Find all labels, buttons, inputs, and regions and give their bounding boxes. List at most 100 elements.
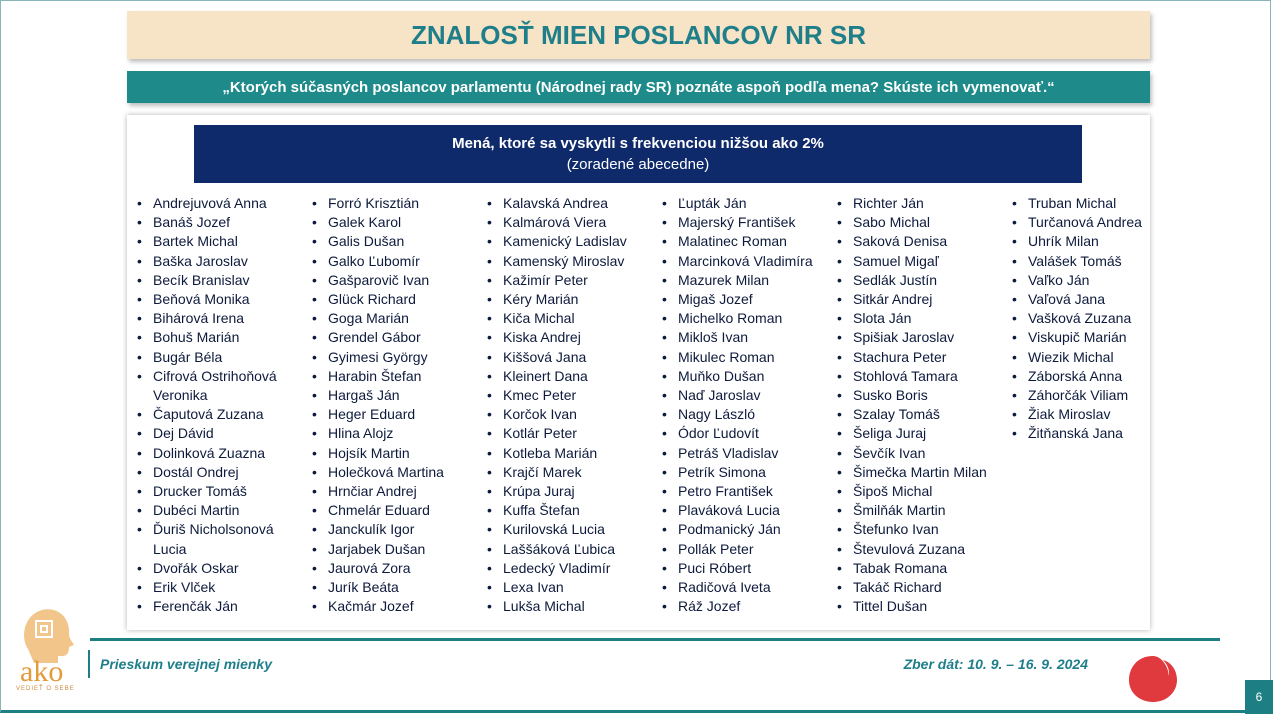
name-list-item: Vaľová Jana (1010, 290, 1150, 309)
name-list-item: Hrnčiar Andrej (310, 482, 470, 501)
name-list-item: Jaurová Zora (310, 559, 470, 578)
name-list-item: Pollák Peter (660, 540, 830, 559)
name-list-item: Chmelár Eduard (310, 501, 470, 520)
name-list-item: Szalay Tomáš (835, 405, 1005, 424)
name-list-item: Žiak Miroslav (1010, 405, 1150, 424)
name-list-item: Dolinková Zuazna (135, 444, 295, 463)
name-list-item: Čaputová Zuzana (135, 405, 295, 424)
name-list-item: Samuel Migaľ (835, 252, 1005, 271)
name-list-item: Tabak Romana (835, 559, 1005, 578)
name-list-item: Ďuriš Nicholsonová Lucia (135, 520, 295, 558)
name-list-item: Drucker Tomáš (135, 482, 295, 501)
name-list-item: Uhrík Milan (1010, 232, 1150, 251)
name-list-item: Lukša Michal (485, 597, 645, 616)
name-list-item: Števulová Zuzana (835, 540, 1005, 559)
name-list-item: Erik Vlček (135, 578, 295, 597)
names-header-title: Mená, ktoré sa vyskytli s frekvenciou ni… (452, 135, 824, 152)
names-column-4: Ľupták JánMajerský FrantišekMalatinec Ro… (660, 194, 830, 617)
name-list-item: Heger Eduard (310, 405, 470, 424)
footer-survey-label: Prieskum verejnej mienky (100, 656, 272, 672)
name-list-item: Ódor Ľudovít (660, 424, 830, 443)
name-list-item: Bartek Michal (135, 232, 295, 251)
page-number: 6 (1245, 680, 1273, 714)
name-list-item: Kiska Andrej (485, 328, 645, 347)
name-list-item: Slota Ján (835, 309, 1005, 328)
name-list-item: Susko Boris (835, 386, 1005, 405)
names-header-subtitle: (zoradené abecedne) (566, 156, 710, 173)
names-column-3: Kalavská AndreaKalmárová VieraKamenický … (485, 194, 645, 617)
name-list-item: Kamenický Ladislav (485, 232, 645, 251)
name-list-item: Mikulec Roman (660, 348, 830, 367)
name-list-item: Kačmár Jozef (310, 597, 470, 616)
name-list-item: Spišiak Jaroslav (835, 328, 1005, 347)
name-list-item: Hlina Alojz (310, 424, 470, 443)
name-list-item: Wiezik Michal (1010, 348, 1150, 367)
name-list-item: Becík Branislav (135, 271, 295, 290)
name-list-item: Kiča Michal (485, 309, 645, 328)
name-list-item: Kažimír Peter (485, 271, 645, 290)
names-header: Mená, ktoré sa vyskytli s frekvenciou ni… (194, 125, 1082, 183)
names-column-2: Forró KrisztiánGalek KarolGalis DušanGal… (310, 194, 470, 617)
name-list-item: Sedlák Justín (835, 271, 1005, 290)
name-list-item: Kurilovská Lucia (485, 520, 645, 539)
name-list-item: Forró Krisztián (310, 194, 470, 213)
slide-title-text: ZNALOSŤ MIEN POSLANCOV NR SR (410, 19, 866, 50)
name-list-item: Vašková Zuzana (1010, 309, 1150, 328)
name-list-item: Mazurek Milan (660, 271, 830, 290)
name-list-item: Bihárová Irena (135, 309, 295, 328)
name-list-item: Kamenský Miroslav (485, 252, 645, 271)
name-list-item: Kotleba Marián (485, 444, 645, 463)
name-list-item: Petrík Simona (660, 463, 830, 482)
name-list-item: Galko Ľubomír (310, 252, 470, 271)
name-list-item: Bohuš Marián (135, 328, 295, 347)
name-list-item: Galek Karol (310, 213, 470, 232)
name-list-item: Štefunko Ivan (835, 520, 1005, 539)
names-column-5: Richter JánSabo MichalSaková DenisaSamue… (835, 194, 1005, 617)
name-list-item: Cifrová Ostrihoňová Veronika (135, 367, 295, 405)
question-text: „Ktorých súčasných poslancov parlamentu … (222, 78, 1055, 96)
name-list-item: Krúpa Juraj (485, 482, 645, 501)
name-list-item: Krajčí Marek (485, 463, 645, 482)
name-list-item: Radičová Iveta (660, 578, 830, 597)
footer-left-accent (88, 650, 90, 678)
name-list-item: Grendel Gábor (310, 328, 470, 347)
name-list-item: Stachura Peter (835, 348, 1005, 367)
name-list-item: Šimečka Martin Milan (835, 463, 1005, 482)
name-list-item: Beňová Monika (135, 290, 295, 309)
name-list-item: Holečková Martina (310, 463, 470, 482)
head-profile-icon: ako (20, 609, 74, 688)
question-banner: „Ktorých súčasných poslancov parlamentu … (127, 71, 1150, 103)
name-list-item: Petro František (660, 482, 830, 501)
name-list-item: Ferenčák Ján (135, 597, 295, 616)
name-list-item: Kéry Marián (485, 290, 645, 309)
name-list-item: Andrejuvová Anna (135, 194, 295, 213)
name-list-item: Saková Denisa (835, 232, 1005, 251)
name-list-item: Šipoš Michal (835, 482, 1005, 501)
name-list-item: Laššáková Ľubica (485, 540, 645, 559)
name-list-item: Šmilňák Martin (835, 501, 1005, 520)
name-list-item: Ľupták Ján (660, 194, 830, 213)
name-list-item: Hargaš Ján (310, 386, 470, 405)
name-list-item: Dubéci Martin (135, 501, 295, 520)
name-list-item: Dostál Ondrej (135, 463, 295, 482)
name-list-item: Viskupič Marián (1010, 328, 1150, 347)
ako-logo: ako VEDIEŤ O SEBE (14, 603, 80, 699)
name-list-item: Kalmárová Viera (485, 213, 645, 232)
name-list-item: Jarjabek Dušan (310, 540, 470, 559)
name-list-item: Valášek Tomáš (1010, 252, 1150, 271)
name-list-item: Šeliga Juraj (835, 424, 1005, 443)
name-list-item: Sabo Michal (835, 213, 1005, 232)
name-list-item: Korčok Ivan (485, 405, 645, 424)
name-list-item: Jurík Beáta (310, 578, 470, 597)
name-list-item: Glück Richard (310, 290, 470, 309)
footer-divider (90, 638, 1220, 641)
names-column-1: Andrejuvová AnnaBanáš JozefBartek Michal… (135, 194, 295, 617)
swirl-logo-icon (1125, 652, 1181, 704)
name-list-item: Truban Michal (1010, 194, 1150, 213)
name-list-item: Baška Jaroslav (135, 252, 295, 271)
footer-date-label: Zber dát: 10. 9. – 16. 9. 2024 (903, 656, 1088, 672)
name-list-item: Richter Ján (835, 194, 1005, 213)
slide-title: ZNALOSŤ MIEN POSLANCOV NR SR (127, 11, 1150, 59)
name-list-item: Michelko Roman (660, 309, 830, 328)
